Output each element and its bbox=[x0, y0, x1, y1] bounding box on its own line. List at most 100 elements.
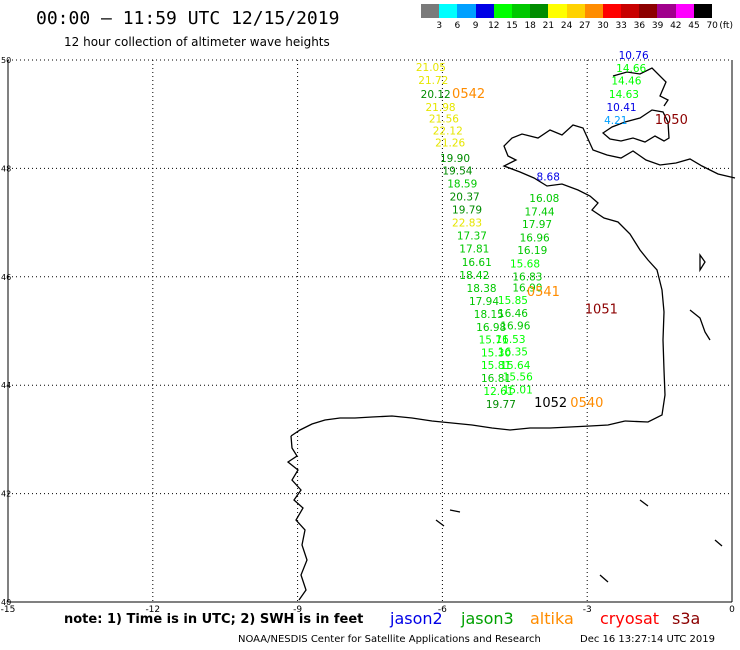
x-tick-label: -9 bbox=[293, 605, 302, 615]
wave-height-label: 21.05 bbox=[416, 62, 446, 74]
wave-height-label: 17.97 bbox=[522, 219, 552, 231]
wave-height-label: 17.44 bbox=[524, 207, 554, 219]
color-swatch bbox=[493, 4, 512, 18]
color-swatch bbox=[457, 4, 476, 18]
wave-height-label: 15.71 bbox=[479, 334, 509, 346]
wave-height-label: 15.68 bbox=[510, 259, 540, 271]
mission-jason2: jason2 bbox=[390, 609, 443, 628]
color-swatch bbox=[548, 4, 567, 18]
wave-height-label: 19.90 bbox=[440, 153, 470, 165]
color-scale-label: 45 bbox=[688, 21, 700, 31]
color-scale-label: 39 bbox=[651, 21, 664, 31]
color-scale-label: 27 bbox=[579, 21, 591, 31]
color-swatch bbox=[657, 4, 676, 18]
wave-height-label: 16.98 bbox=[476, 322, 506, 334]
coast-spain-north bbox=[290, 415, 626, 437]
pass-time-label: 1052 bbox=[534, 396, 567, 411]
color-scale-unit: (ft) bbox=[719, 21, 733, 31]
wave-height-label: 15.85 bbox=[498, 295, 528, 307]
color-scale-label: 24 bbox=[560, 21, 573, 31]
color-swatch bbox=[421, 4, 440, 18]
mission-cryosat: cryosat bbox=[600, 609, 660, 628]
wave-height-label: 20.12 bbox=[421, 89, 451, 101]
color-swatch bbox=[675, 4, 694, 18]
x-tick-label: -6 bbox=[438, 605, 447, 615]
page-title: 00:00 — 11:59 UTC 12/15/2019 bbox=[36, 8, 340, 29]
y-tick-label: 40 bbox=[1, 598, 11, 607]
color-scale-label: 42 bbox=[670, 21, 682, 31]
wave-height-label: 17.37 bbox=[457, 230, 487, 242]
pass-time-label: 0541 bbox=[527, 285, 560, 300]
coast-england-north bbox=[612, 67, 669, 107]
coast-england bbox=[601, 109, 670, 143]
wave-height-label: 16.61 bbox=[462, 257, 492, 269]
wave-height-label: 16.19 bbox=[517, 245, 547, 257]
wave-height-label: 14.46 bbox=[611, 75, 641, 87]
wave-height-label: 18.38 bbox=[467, 283, 497, 295]
color-swatch bbox=[439, 4, 458, 18]
pass-time-label: 0540 bbox=[570, 396, 603, 411]
wave-height-label: 22.83 bbox=[452, 217, 482, 229]
wave-height-label: 18.15 bbox=[474, 309, 504, 321]
pass-time-label: 1051 bbox=[585, 303, 618, 318]
page-subtitle: 12 hour collection of altimeter wave hei… bbox=[64, 35, 330, 49]
wave-height-label: 16.96 bbox=[500, 320, 530, 332]
credit-text: NOAA/NESDIS Center for Satellite Applica… bbox=[238, 634, 541, 645]
color-swatch bbox=[530, 4, 549, 18]
wave-height-label: 16.46 bbox=[498, 308, 528, 320]
footer-note: note: 1) Time is in UTC; 2) SWH is in fe… bbox=[64, 612, 364, 627]
pass-time-label: 0542 bbox=[452, 87, 485, 102]
color-swatch bbox=[566, 4, 585, 18]
wave-height-label: 15.30 bbox=[481, 347, 511, 359]
mission-s3a: s3a bbox=[672, 609, 701, 628]
color-swatch bbox=[475, 4, 494, 18]
y-tick-label: 42 bbox=[1, 490, 11, 499]
wave-height-label: 21.26 bbox=[435, 138, 465, 150]
y-tick-label: 44 bbox=[1, 381, 11, 390]
color-scale-label: 15 bbox=[506, 21, 518, 31]
color-scale bbox=[421, 4, 712, 18]
color-swatch bbox=[621, 4, 640, 18]
y-tick-label: 48 bbox=[1, 164, 11, 173]
wave-height-label: 16.53 bbox=[495, 334, 525, 346]
wave-height-label: 20.37 bbox=[450, 191, 480, 203]
color-scale-label: 3 bbox=[436, 21, 443, 31]
color-swatch bbox=[639, 4, 658, 18]
wave-height-label: 15.81 bbox=[481, 360, 511, 372]
color-scale-label: 30 bbox=[597, 21, 609, 31]
color-scale-label: 12 bbox=[488, 21, 500, 31]
wave-height-label: 17.94 bbox=[469, 296, 499, 308]
wave-height-label: 19.77 bbox=[486, 399, 516, 411]
wave-height-label: 16.96 bbox=[520, 233, 550, 245]
wave-height-label: 10.41 bbox=[607, 102, 637, 114]
wave-height-label: 14.66 bbox=[616, 63, 646, 75]
x-tick-label: 0 bbox=[729, 605, 735, 615]
wave-height-label: 19.54 bbox=[442, 165, 472, 177]
color-scale-label: 6 bbox=[454, 21, 461, 31]
color-scale-label: 36 bbox=[633, 21, 646, 31]
wave-height-label: 10.76 bbox=[619, 50, 649, 62]
wave-height-label: 15.64 bbox=[500, 360, 530, 372]
wave-height-label: 22.12 bbox=[433, 125, 463, 137]
y-tick-label: 46 bbox=[1, 273, 11, 282]
wave-height-label: 12.61 bbox=[483, 386, 513, 398]
color-scale-label: 33 bbox=[615, 21, 627, 31]
x-tick-label: -12 bbox=[145, 605, 160, 615]
wave-height-label: 21.72 bbox=[418, 75, 448, 87]
wave-height-label: 16.83 bbox=[512, 272, 542, 284]
color-scale-label: 70 bbox=[706, 21, 718, 31]
coast-spain-west bbox=[286, 435, 308, 601]
coast-france bbox=[502, 124, 736, 423]
map-grid bbox=[7, 59, 733, 603]
coastline bbox=[286, 67, 736, 601]
wave-height-label: 4.21 bbox=[604, 115, 627, 127]
axis-labels: -15 -12 -9 -6 -3 0 50 48 46 44 42 40 bbox=[1, 56, 735, 615]
wave-height-label: 16.08 bbox=[529, 193, 559, 205]
color-swatch bbox=[693, 4, 712, 18]
wave-height-label: 15.56 bbox=[503, 371, 533, 383]
wave-height-label: 21.56 bbox=[429, 113, 459, 125]
wave-height-label: 15.01 bbox=[503, 384, 533, 396]
mission-altika: altika bbox=[530, 609, 574, 628]
wave-height-label: 19.79 bbox=[452, 204, 482, 216]
